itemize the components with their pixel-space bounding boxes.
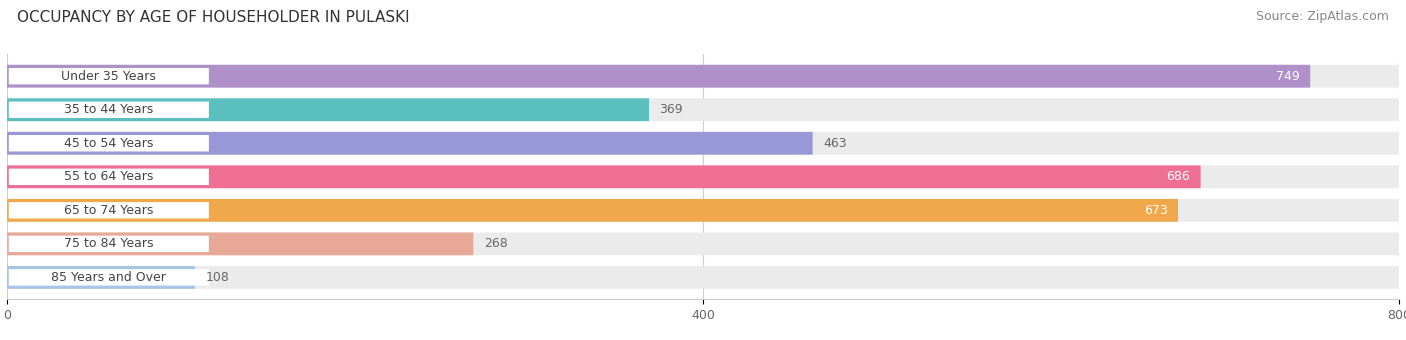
FancyBboxPatch shape: [7, 266, 195, 289]
Text: 268: 268: [484, 237, 508, 250]
FancyBboxPatch shape: [7, 65, 1399, 88]
Text: 369: 369: [659, 103, 683, 116]
FancyBboxPatch shape: [8, 135, 209, 152]
FancyBboxPatch shape: [7, 199, 1399, 222]
Text: 75 to 84 Years: 75 to 84 Years: [65, 237, 153, 250]
FancyBboxPatch shape: [7, 98, 1399, 121]
Text: 749: 749: [1277, 70, 1299, 83]
Text: Under 35 Years: Under 35 Years: [62, 70, 156, 83]
FancyBboxPatch shape: [7, 165, 1201, 188]
Text: 673: 673: [1144, 204, 1167, 217]
Text: 85 Years and Over: 85 Years and Over: [52, 271, 166, 284]
FancyBboxPatch shape: [8, 68, 209, 84]
Text: 686: 686: [1167, 170, 1191, 183]
FancyBboxPatch shape: [7, 233, 1399, 255]
Text: Source: ZipAtlas.com: Source: ZipAtlas.com: [1256, 10, 1389, 23]
Text: 35 to 44 Years: 35 to 44 Years: [65, 103, 153, 116]
FancyBboxPatch shape: [7, 132, 813, 155]
FancyBboxPatch shape: [7, 65, 1310, 88]
Text: 45 to 54 Years: 45 to 54 Years: [65, 137, 153, 150]
Text: 55 to 64 Years: 55 to 64 Years: [65, 170, 153, 183]
FancyBboxPatch shape: [8, 169, 209, 185]
FancyBboxPatch shape: [7, 132, 1399, 155]
FancyBboxPatch shape: [7, 199, 1178, 222]
FancyBboxPatch shape: [8, 202, 209, 219]
FancyBboxPatch shape: [7, 266, 1399, 289]
Text: 65 to 74 Years: 65 to 74 Years: [65, 204, 153, 217]
FancyBboxPatch shape: [7, 233, 474, 255]
FancyBboxPatch shape: [8, 236, 209, 252]
FancyBboxPatch shape: [8, 269, 209, 286]
FancyBboxPatch shape: [8, 102, 209, 118]
Text: 463: 463: [823, 137, 846, 150]
Text: 108: 108: [205, 271, 229, 284]
Text: OCCUPANCY BY AGE OF HOUSEHOLDER IN PULASKI: OCCUPANCY BY AGE OF HOUSEHOLDER IN PULAS…: [17, 10, 409, 25]
FancyBboxPatch shape: [7, 98, 650, 121]
FancyBboxPatch shape: [7, 165, 1399, 188]
